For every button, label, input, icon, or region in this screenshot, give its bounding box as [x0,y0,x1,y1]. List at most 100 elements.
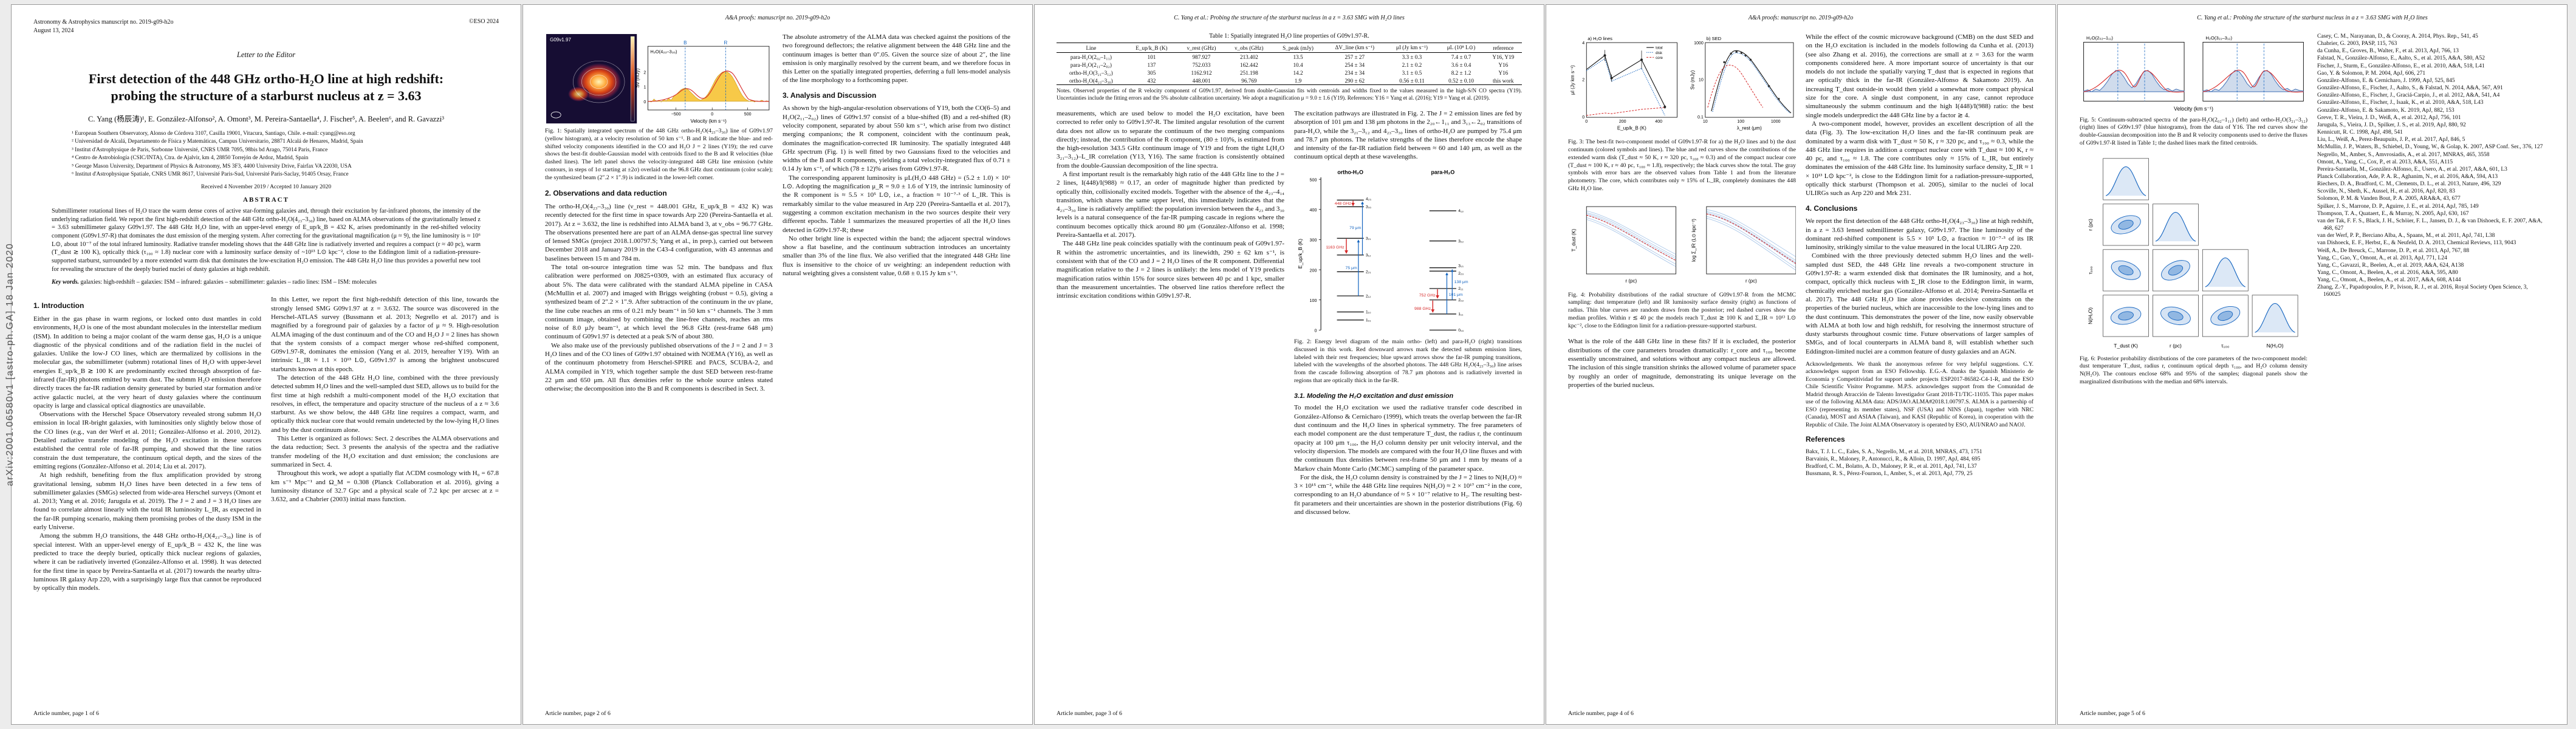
reference-entry: González-Alfonso, E., Fischer, J., Aalto… [2317,85,2503,92]
page1-header: Astronomy & Astrophysics manuscript no. … [33,18,499,35]
reference-entry: Kennicutt, R. C. 1998, ApJ, 498, 541 [2317,129,2403,136]
paragraph: A first important result is the remarkab… [1057,170,1284,239]
table-column-header: μI (Jy km s⁻¹) [1386,43,1438,53]
paragraph: A two-component model, however, provides… [1806,120,2033,197]
paragraph: This Letter is organized as follows: Sec… [271,435,499,468]
reference-entry: Bakx, T. J. L. C., Eales, S. A., Negrell… [1806,448,1982,455]
paragraph: What is the role of the 448 GHz line in … [1568,338,1796,389]
observations-paragraphs: The ortho-H₂O(4₂₃–3₃₀) line (ν_rest = 44… [545,202,773,394]
diagonal-histograms [2103,158,2298,337]
svg-text:448 GHz: 448 GHz [1335,202,1352,206]
x-tick: 0 [1585,120,1588,124]
y-tick: 0 [1582,115,1584,120]
table-row: ortho-H₂O(4₂₃–3₃₀) 432 448.001 96.769 1.9 290… [1057,77,1522,85]
sed-panel: b) SED 10 100 1000 0.1 10 1000 λ_res [1690,36,1794,131]
table-cell: 1.9 [1272,77,1324,85]
received-accepted: Received 4 November 2019 / Accepted 10 J… [200,183,332,190]
x-tick: 500 [744,112,752,117]
table-cell: 448.001 [1177,77,1225,85]
paragraph: The excitation pathways are illustrated … [1294,109,1522,161]
beam-ellipse [550,111,561,118]
sigma-profile-panel: r (pc) log Σ_IR (L⊙ kpc⁻²) [1691,206,1796,284]
table-cell: 96.769 [1225,77,1273,85]
figure-1-caption: Fig. 1: Spatially integrated spectrum of… [545,128,773,181]
reference-entry: Planck Collaboration, Ade, P. A. R., Agh… [2317,173,2498,180]
reference-entry: Chabrier, G. 2003, PASP, 115, 763 [2317,41,2397,47]
paragraph: Observations with the Herschel Space Obs… [33,411,261,470]
page-1: Astronomy & Astrophysics manuscript no. … [11,4,521,725]
figure-4-caption: Fig. 4: Probability distributions of the… [1568,291,1796,329]
svg-text:75 μm: 75 μm [1346,266,1357,270]
line-name-label: H₂O(2₀₂–1₁₁) [2086,35,2113,41]
abstract-text: Submillimeter rotational lines of H₂O tr… [52,207,481,273]
subsection-31-heading: 3.1. Modeling the H₂O excitation and dus… [1294,392,1454,400]
affiliation-list: ¹ European Southern Observatory, Alonso … [72,130,461,179]
table-cell: this work [1484,77,1522,85]
y-axis-label: μI (Jy km s⁻¹) [1570,65,1575,95]
references-list-start: Bakx, T. J. L. C., Eales, S. A., Negrell… [1806,448,2033,478]
svg-text:τ₁₀₀: τ₁₀₀ [2087,266,2093,275]
component-r-label: R [724,40,727,46]
svg-text:1₁₀: 1₁₀ [1366,310,1371,314]
figure-3-caption: Fig. 3: The best-fit two-component model… [1568,139,1796,192]
colorbar [630,36,635,122]
y-axis-label: Sν (mJy) [1690,70,1696,89]
observations-continued: The absolute astrometry of the ALMA data… [783,33,1010,85]
h2o-sled-panel: a) H₂O lines total disk core 0 [1570,36,1677,131]
svg-text:1₀₁: 1₀₁ [1366,318,1371,323]
reference-entry: Zhang, Z.-Y., Papadopoulos, P. P., Iviso… [2317,284,2528,298]
analysis-paragraphs: As shown by the high-angular-resolution … [783,104,1010,278]
h2o-321-spectrum-panel: H₂O(3₂₁–3₁₂) [2202,35,2304,101]
paragraph: In this Letter, we report the first high… [271,296,499,373]
abstract-heading: ABSTRACT [243,196,289,204]
x-tick: 0 [711,112,713,117]
model-role-paragraphs: What is the role of the 448 GHz line in … [1568,337,1796,389]
paragraph: To model the H₂O excitation we used the … [1294,404,1522,473]
table-cell: Y16, Y19 [1492,53,1515,60]
modeling-paragraphs: To model the H₂O excitation we used the … [1294,403,1522,516]
page4-footer: Article number, page 4 of 6 [1568,710,1634,717]
paragraph: The ortho-H₂O(4₂₃–3₃₀) line (ν_rest = 44… [545,202,773,262]
svg-text:2₁₁: 2₁₁ [1458,287,1464,291]
y-tick: 2 [1582,78,1584,83]
paragraph: We also make use of the previously publi… [545,341,773,393]
reference-entry: Weiß, A., De Breuck, C., Marrone, D. P.,… [2317,247,2470,254]
page-5: C. Yang et al.: Probing the structure of… [2057,4,2567,725]
svg-text:4₁₃: 4₁₃ [1458,209,1464,213]
reference-entry: Thompson, T. A., Quataert, E., & Murray,… [2317,210,2469,217]
table-cell: 432 [1125,77,1178,85]
page3-left-column: measurements, which are used below to mo… [1057,109,1284,516]
x-axis-label: r (pc) [1745,278,1757,284]
figure-4: r (pc) T_dust (K) r (pc) log Σ_IR (L⊙ kp… [1571,206,1796,284]
absorption-arrows [1357,201,1454,314]
svg-text:r (pc): r (pc) [2170,343,2182,349]
page3-right-column: The excitation pathways are illustrated … [1294,109,1522,516]
x-axis-label: Velocity (km s⁻¹) [691,118,727,124]
discussion-paragraphs-right: The excitation pathways are illustrated … [1294,109,1522,162]
table-column-header: ν_rest (GHz) [1177,43,1225,53]
ortho-levels [1337,199,1364,321]
table-cell: 8.2 ± 1.2 [1451,69,1471,76]
table-cell: 101 [1147,53,1156,60]
paper-title: First detection of the 448 GHz ortho-H₂O… [88,71,444,103]
acknowledgements: Acknowledgements. We thank the anonymous… [1806,360,2033,428]
table-cell: 251.198 [1239,69,1258,76]
svg-text:3₁₃: 3₁₃ [1458,264,1464,268]
paragraph: Throughout this work, we adopt a spatial… [271,470,499,504]
energy-axis-label: E_up/k_B (K) [1298,238,1303,268]
table-cell: ortho-H₂O(4₂₃–3₃₀) [1057,77,1126,85]
figure-6-corner-plot: T_dust (K) r (pc) τ₁₀₀ N(H₂O) r (pc) τ₁₀… [2087,158,2298,349]
paragraph: No other bright line is expected within … [783,234,1010,278]
reference-entry: González-Alfonso, E., Fischer, J., Graci… [2317,92,2500,99]
ortho-ladder-title: ortho-H₂O [1337,169,1363,175]
eso-copyright: ©ESO 2024 [469,18,499,25]
corner-axis-labels: T_dust (K) r (pc) τ₁₀₀ N(H₂O) r (pc) τ₁₀… [2087,219,2283,349]
reference-entry: McMullin, J. P., Waters, B., Schiebel, D… [2317,144,2543,151]
svg-text:101 μm: 101 μm [1449,293,1463,297]
para-level-labels: 0₀₀ 1₁₁ 2₀₂ 2₁₁ 2₂₀ 3₁₃ 3₂₂ 4₁₃ [1458,209,1464,332]
table-1-notes: Notes. Observed properties of the R velo… [1057,87,1522,101]
spectrum-histogram [648,71,770,103]
panel-a-title: a) H₂O lines [1588,36,1612,41]
svg-text:3₂₁: 3₂₁ [1366,236,1371,241]
